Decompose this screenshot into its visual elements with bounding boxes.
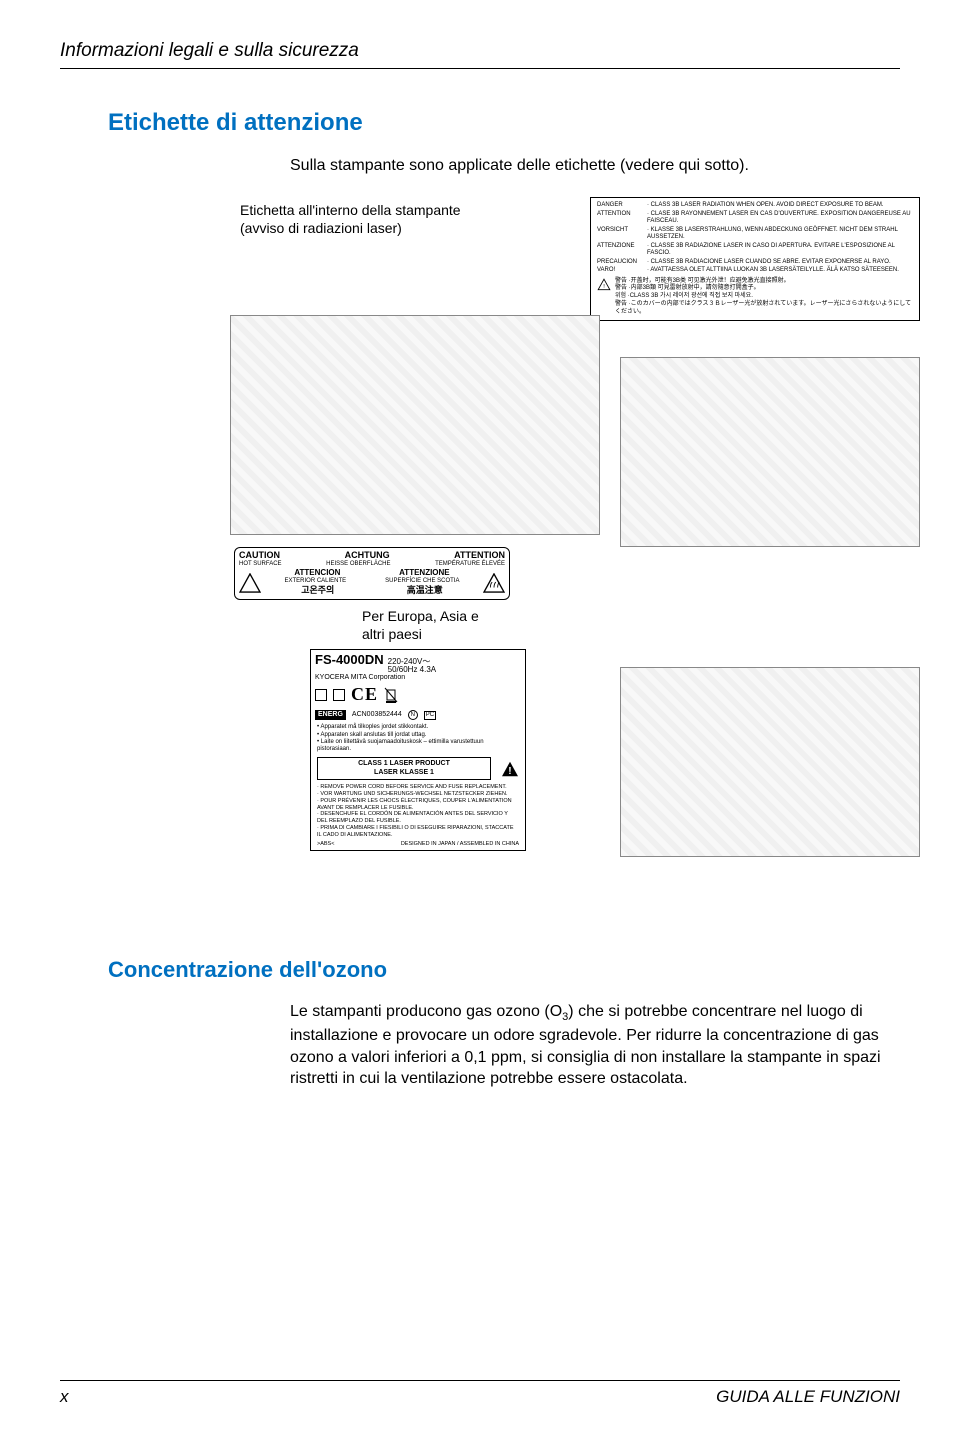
caution-word: ATTENCION bbox=[294, 569, 340, 578]
page-header: Informazioni legali e sulla sicurezza bbox=[60, 40, 900, 62]
pct-mark-icon: PC bbox=[424, 711, 436, 720]
caution-sub: HOT SURFACE bbox=[239, 561, 282, 568]
n-mark-icon: N bbox=[408, 710, 418, 720]
acn-number: ACN003852444 bbox=[352, 711, 402, 719]
figure-area: Etichetta all'interno della stampante (a… bbox=[230, 197, 930, 927]
section-title-attention: Etichette di attenzione bbox=[108, 109, 900, 137]
caption-internal-label: Etichetta all'interno della stampante (a… bbox=[240, 201, 461, 237]
danger-val: · AVATTAESSA OLET ALTTIINA LUOKAN 3B LAS… bbox=[647, 267, 913, 275]
danger-val: · KLASSE 3B LASERSTRAHLUNG, WENN ABDECKU… bbox=[647, 227, 913, 242]
danger-cjk-line: 위험 ·CLASS 3B 가시 레이저 광선에 직접 보지 마세요. bbox=[615, 293, 913, 301]
class1-line1: CLASS 1 LASER PRODUCT bbox=[320, 760, 488, 768]
danger-val: · CLASS 3B LASER RADIATION WHEN OPEN. AV… bbox=[647, 202, 913, 210]
product-rating-label: FS-4000DN 220-240V～ 50/60Hz 4.3A KYOCERA… bbox=[310, 649, 526, 851]
caption-mid-line2: altri paesi bbox=[362, 626, 422, 642]
caption-europe-asia: Per Europa, Asia e altri paesi bbox=[362, 607, 479, 643]
service-instructions: REMOVE POWER CORD BEFORE SERVICE AND FUS… bbox=[311, 782, 525, 841]
instr-line: VOR WARTUNG UND SICHERUNGS-WECHSEL NETZS… bbox=[317, 791, 519, 798]
warning-triangle-icon bbox=[239, 573, 261, 593]
danger-key: DANGER bbox=[597, 202, 647, 210]
danger-key: VORSICHT bbox=[597, 227, 647, 242]
danger-key: ATTENTION bbox=[597, 211, 647, 226]
caution-word: CAUTION bbox=[239, 551, 280, 561]
svg-text:!: ! bbox=[508, 766, 511, 777]
class1-line2: LASER KLASSE 1 bbox=[320, 769, 488, 777]
model-number: FS-4000DN bbox=[315, 652, 384, 668]
warning-triangle-icon: ! bbox=[597, 278, 611, 292]
class1-laser-box: CLASS 1 LASER PRODUCT LASER KLASSE 1 bbox=[317, 757, 491, 780]
corporation-name: KYOCERA MITA Corporation bbox=[311, 674, 525, 682]
voltage-spec: 220-240V～ 50/60Hz 4.3A bbox=[388, 658, 436, 674]
danger-cjk-line: 警告 ·内部3B類 可見雷射放射中，請勿隨意打開盒子。 bbox=[615, 285, 913, 293]
caution-sub: EXTERIOR CALIENTE bbox=[284, 578, 346, 585]
ozone-paragraph: Le stampanti producono gas ozono (O3) ch… bbox=[290, 1001, 890, 1090]
caption-mid-line1: Per Europa, Asia e bbox=[362, 608, 479, 624]
ozone-text-before: Le stampanti producono gas ozono (O bbox=[290, 1003, 562, 1020]
energy-star-icon: ENERG bbox=[315, 710, 346, 720]
page-footer: x GUIDA ALLE FUNZIONI bbox=[60, 1380, 900, 1407]
grounding-instructions: Apparatet må tilkoples jordet stikkontak… bbox=[311, 722, 525, 755]
danger-val: · CLASE 3B RAYONNEMENT LASER EN CAS D'OU… bbox=[647, 211, 913, 226]
danger-key: PRECAUCION bbox=[597, 259, 647, 267]
caution-cjk: 高温注意 bbox=[407, 586, 443, 596]
caution-sub: HEISSE OBERFLÄCHE bbox=[326, 561, 390, 568]
voltage-line2: 50/60Hz 4.3A bbox=[388, 665, 436, 674]
caution-cjk: 고온주의 bbox=[301, 586, 334, 596]
guide-title: GUIDA ALLE FUNZIONI bbox=[716, 1387, 900, 1407]
danger-val: · CLASSE 3B RADIACIONE LASER CUANDO SE A… bbox=[647, 259, 913, 267]
danger-cjk-line: 警告 ·このカバーの内部ではクラス３Ｂレーザー光が放射されています。レーザー光に… bbox=[615, 301, 913, 317]
caption-internal-line2: (avviso di radiazioni laser) bbox=[240, 220, 402, 236]
danger-val: · CLASSE 3B RADIAZIONE LASER IN CASO DI … bbox=[647, 243, 913, 258]
instr-line: POUR PRÉVENIR LES CHOCS ÉLECTRIQUES, COU… bbox=[317, 798, 519, 812]
danger-key: ATTENZIONE bbox=[597, 243, 647, 258]
bullet-line: Apparaten skall anslutas till jordat utt… bbox=[317, 732, 519, 739]
caution-word: ATTENTION bbox=[454, 551, 505, 561]
instr-line: DESENCHUFE EL CORDÓN DE ALIMENTACIÓN ANT… bbox=[317, 811, 519, 825]
instr-line: REMOVE POWER CORD BEFORE SERVICE AND FUS… bbox=[317, 784, 519, 791]
bullet-line: Apparatet må tilkoples jordet stikkontak… bbox=[317, 724, 519, 731]
danger-cjk-block: 警告 ·开盖时，可能有3B类 可见激光外泄！应避免激光直接照射。 警告 ·内部3… bbox=[615, 278, 913, 317]
tuv-icon bbox=[315, 689, 327, 701]
instr-line: PRIMA DI CAMBIARE I FIESIBILI O DI ESEGU… bbox=[317, 825, 519, 839]
gs-icon bbox=[333, 689, 345, 701]
printer-illustration-side bbox=[620, 667, 920, 857]
caution-hot-surface-label: CAUTION ACHTUNG ATTENTION HOT SURFACE HE… bbox=[234, 547, 510, 600]
printer-illustration-rear bbox=[620, 357, 920, 547]
bullet-line: Laite on liitettävä suojamaadoituskosk –… bbox=[317, 739, 519, 753]
hot-surface-icon bbox=[483, 573, 505, 593]
svg-text:!: ! bbox=[603, 283, 605, 289]
caution-sub: TEMPÉRATURE ÉLEVÉE bbox=[435, 561, 505, 568]
caption-internal-line1: Etichetta all'interno della stampante bbox=[240, 202, 461, 218]
caution-word: ATTENZIONE bbox=[399, 569, 450, 578]
section-title-ozone: Concentrazione dell'ozono bbox=[108, 957, 900, 983]
warning-triangle-icon: ! bbox=[501, 761, 519, 777]
weee-bin-icon bbox=[384, 687, 398, 703]
caution-word: ACHTUNG bbox=[345, 551, 390, 561]
header-rule bbox=[60, 68, 900, 69]
printer-illustration-open bbox=[230, 315, 600, 535]
caution-sub: SUPERFÍCIE CHE SCOTIA bbox=[385, 578, 459, 585]
danger-key: VARO! bbox=[597, 267, 647, 275]
origin-text: DESIGNED IN JAPAN / ASSEMBLED IN CHINA bbox=[401, 841, 519, 848]
footer-rule bbox=[60, 1380, 900, 1381]
danger-warning-label: DANGER· CLASS 3B LASER RADIATION WHEN OP… bbox=[590, 197, 920, 321]
intro-text: Sulla stampante sono applicate delle eti… bbox=[290, 157, 900, 175]
ce-mark-icon: CE bbox=[351, 684, 378, 706]
page-number: x bbox=[60, 1387, 69, 1407]
abs-mark: >ABS< bbox=[317, 841, 334, 848]
